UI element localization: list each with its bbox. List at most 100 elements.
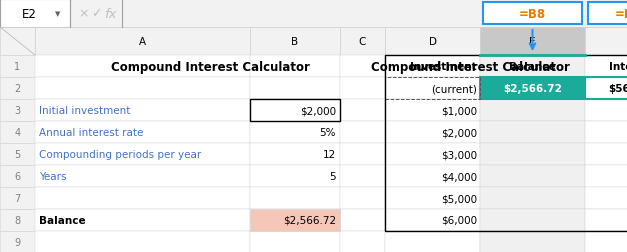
Text: E: E	[529, 37, 535, 47]
Bar	[585, 56, 627, 78]
Bar	[0, 143, 35, 165]
Text: $566.72: $566.72	[609, 84, 627, 94]
Bar	[385, 209, 480, 231]
Bar	[35, 143, 250, 165]
Bar	[0, 187, 35, 209]
Bar	[585, 121, 627, 143]
Bar	[35, 165, 250, 187]
Bar	[250, 121, 340, 143]
Bar	[340, 121, 385, 143]
Bar	[385, 56, 627, 231]
Text: $1,000: $1,000	[441, 106, 477, 115]
Bar	[35, 121, 250, 143]
Bar	[35, 209, 250, 231]
Bar	[250, 209, 340, 231]
Text: ▼: ▼	[55, 11, 60, 17]
Bar	[35, 187, 250, 209]
Bar	[35, 100, 250, 121]
Bar	[585, 209, 627, 231]
Bar	[250, 100, 340, 121]
Bar	[585, 165, 627, 187]
Bar	[250, 209, 340, 231]
Text: 5: 5	[329, 171, 336, 181]
Text: 5: 5	[14, 149, 21, 159]
Text: $2,566.72: $2,566.72	[283, 215, 336, 225]
Bar	[35, 56, 250, 78]
Text: Interest: Interest	[609, 62, 627, 72]
Text: Compounding periods per year: Compounding periods per year	[39, 149, 201, 159]
Bar	[585, 231, 627, 252]
Bar	[480, 231, 585, 252]
Text: 6: 6	[14, 171, 21, 181]
Text: $4,000: $4,000	[441, 171, 477, 181]
Text: 3: 3	[14, 106, 21, 115]
Bar	[340, 209, 385, 231]
Bar	[250, 231, 340, 252]
Bar	[0, 0, 627, 28]
Text: Initial investment: Initial investment	[39, 106, 130, 115]
Text: Compound Interest Calculator: Compound Interest Calculator	[371, 60, 569, 73]
Bar	[385, 78, 480, 100]
Bar	[385, 78, 480, 100]
Text: Compound Interest Calculator: Compound Interest Calculator	[110, 60, 310, 73]
Bar	[0, 100, 35, 121]
Text: Annual interest rate: Annual interest rate	[39, 128, 144, 137]
Text: ×: ×	[79, 8, 89, 20]
Text: ✓: ✓	[91, 8, 101, 20]
Text: C: C	[359, 37, 366, 47]
Bar	[588, 3, 627, 25]
Bar	[0, 209, 35, 231]
Bar	[250, 78, 340, 100]
Bar	[585, 143, 627, 165]
Bar	[480, 143, 585, 165]
Bar	[385, 121, 480, 143]
Text: 2: 2	[14, 84, 21, 94]
Text: D: D	[428, 37, 436, 47]
Bar	[35, 28, 250, 56]
Text: $5,000: $5,000	[441, 193, 477, 203]
Bar	[585, 78, 627, 100]
Bar	[585, 100, 627, 121]
Bar	[250, 100, 340, 121]
Text: (current): (current)	[431, 84, 477, 94]
Bar	[385, 187, 480, 209]
Text: 7: 7	[14, 193, 21, 203]
Bar	[340, 143, 385, 165]
Bar	[35, 78, 250, 100]
Bar	[340, 100, 385, 121]
Bar	[340, 165, 385, 187]
Bar	[340, 231, 385, 252]
Bar	[385, 28, 480, 56]
Bar	[480, 209, 585, 231]
Bar	[480, 121, 585, 143]
Bar	[250, 187, 340, 209]
Bar	[585, 78, 627, 100]
Bar	[385, 56, 480, 78]
Bar	[35, 231, 250, 252]
Text: B: B	[292, 37, 298, 47]
Bar	[0, 0, 70, 28]
Bar	[385, 143, 480, 165]
Text: $6,000: $6,000	[441, 215, 477, 225]
Bar	[0, 56, 35, 78]
Bar	[480, 187, 585, 209]
Text: $2,000: $2,000	[441, 128, 477, 137]
Text: Balance: Balance	[509, 62, 556, 72]
Bar	[585, 28, 627, 56]
Text: $2,000: $2,000	[300, 106, 336, 115]
Bar	[480, 78, 585, 100]
Text: 1: 1	[14, 62, 21, 72]
Bar	[0, 78, 35, 100]
Bar	[483, 3, 582, 25]
Bar	[480, 28, 585, 56]
Text: 8: 8	[14, 215, 21, 225]
Text: $2,566.72: $2,566.72	[503, 84, 562, 94]
Bar	[385, 231, 480, 252]
Text: 5%: 5%	[320, 128, 336, 137]
Text: $3,000: $3,000	[441, 149, 477, 159]
Bar	[385, 165, 480, 187]
Bar	[0, 231, 35, 252]
Text: 9: 9	[14, 237, 21, 247]
Bar	[0, 121, 35, 143]
Text: E2: E2	[22, 8, 37, 20]
